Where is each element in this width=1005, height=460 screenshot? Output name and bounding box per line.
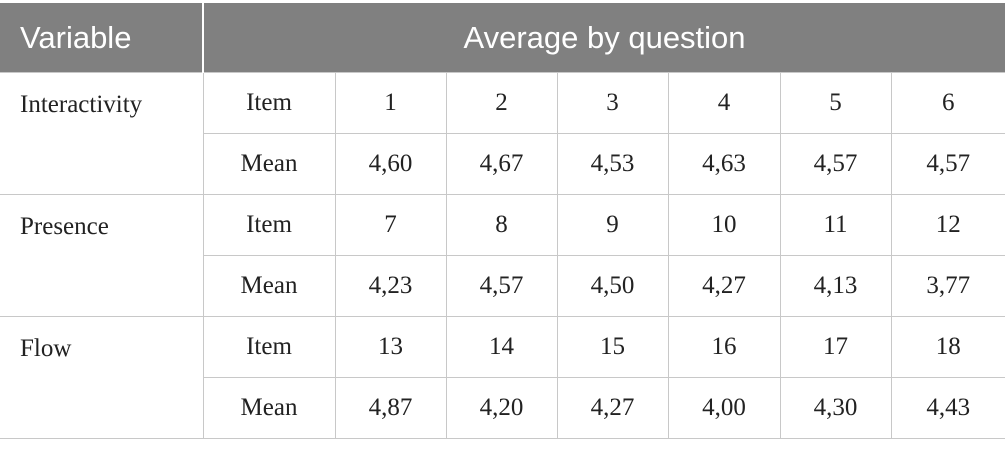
header-row: Variable Average by question — [0, 3, 1005, 73]
row-label: Item — [202, 194, 336, 256]
value-cell: 4,50 — [556, 255, 669, 317]
value-cell: 4,63 — [667, 133, 781, 195]
row-label: Mean — [202, 133, 336, 195]
results-table: Variable Average by question Interactivi… — [0, 3, 1005, 439]
table-row: Mean 4,23 4,57 4,50 4,27 4,13 3,77 — [0, 255, 1005, 317]
header-cell: Variable — [0, 3, 204, 73]
table-row: Presence Item 7 8 9 10 11 12 — [0, 194, 1005, 317]
row-label: Mean — [202, 377, 336, 439]
value-cell: 11 — [779, 194, 892, 256]
value-cell: 4 — [667, 72, 781, 134]
table-row: Flow Item 13 14 15 16 17 18 — [0, 316, 1005, 439]
value-cell: 1 — [334, 72, 447, 134]
value-cell: 6 — [890, 72, 1005, 134]
value-cell: 4,23 — [334, 255, 447, 317]
table-row: Interactivity Item 1 2 3 4 5 6 — [0, 72, 1005, 195]
value-cell: 9 — [556, 194, 669, 256]
value-cell: 4,27 — [556, 377, 669, 439]
value-cell: 7 — [334, 194, 447, 256]
value-cell: 12 — [890, 194, 1005, 256]
header-cell: Average by question — [203, 3, 1005, 73]
value-cell: 13 — [334, 316, 447, 378]
value-cell: 3 — [556, 72, 669, 134]
value-cell: 17 — [779, 316, 892, 378]
value-cell: 5 — [779, 72, 892, 134]
value-cell: 14 — [445, 316, 558, 378]
value-cell: 15 — [556, 316, 669, 378]
table-row: Mean 4,87 4,20 4,27 4,00 4,30 4,43 — [0, 377, 1005, 439]
row-label: Item — [202, 316, 336, 378]
value-cell: 16 — [667, 316, 781, 378]
value-cell: 4,60 — [334, 133, 447, 195]
value-cell: 4,13 — [779, 255, 892, 317]
row-label: Item — [202, 72, 336, 134]
value-cell: 4,57 — [445, 255, 558, 317]
table-body: Interactivity Item 1 2 3 4 5 6 Mean 4,60 4,67 4,53 4… — [0, 72, 1005, 439]
value-cell: 4,57 — [779, 133, 892, 195]
row-label: Mean — [202, 255, 336, 317]
variable-cell: Interactivity — [0, 72, 204, 195]
value-cell: 4,57 — [890, 133, 1005, 195]
variable-cell: Presence — [0, 194, 204, 317]
value-cell: 10 — [667, 194, 781, 256]
value-cell: 4,00 — [667, 377, 781, 439]
value-cell: 4,20 — [445, 377, 558, 439]
value-cell: 4,87 — [334, 377, 447, 439]
value-cell: 4,53 — [556, 133, 669, 195]
value-cell: 4,43 — [890, 377, 1005, 439]
value-cell: 8 — [445, 194, 558, 256]
value-cell: 3,77 — [890, 255, 1005, 317]
value-cell: 4,27 — [667, 255, 781, 317]
value-cell: 2 — [445, 72, 558, 134]
value-cell: 18 — [890, 316, 1005, 378]
value-cell: 4,67 — [445, 133, 558, 195]
variable-cell: Flow — [0, 316, 204, 439]
value-cell: 4,30 — [779, 377, 892, 439]
